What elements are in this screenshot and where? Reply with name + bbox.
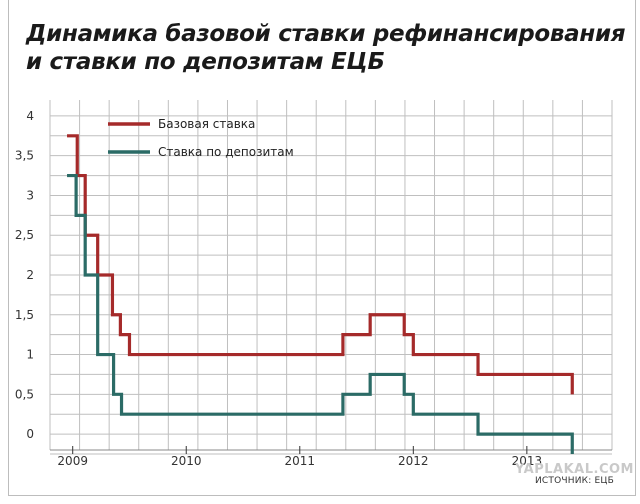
x-tick-label: 2011 (285, 454, 316, 468)
y-tick-label: 0,5 (15, 387, 34, 401)
series-line-deposit-rate (67, 173, 574, 454)
y-tick-label: 1 (26, 348, 34, 362)
y-tick-label: 1,5 (15, 308, 34, 322)
series-line-base-rate (67, 134, 574, 395)
watermark: YAPLAKAL.COM (515, 462, 634, 477)
chart-title: Динамика базовой ставки рефинансирования… (26, 20, 626, 76)
y-tick-label: 2 (26, 268, 34, 282)
y-tick-label: 4 (26, 109, 34, 123)
title-line-1: Динамика базовой ставки рефинансирования (26, 21, 626, 47)
x-tick-label: 2013 (512, 454, 543, 468)
y-tick-label: 3 (26, 188, 34, 202)
legend-label: Ставка по депозитам (158, 145, 294, 159)
y-tick-label: 3,5 (15, 149, 34, 163)
legend-label: Базовая ставка (158, 117, 255, 131)
y-tick-label: 2,5 (15, 228, 34, 242)
x-tick-label: 2012 (398, 454, 429, 468)
y-tick-label: 0 (26, 427, 34, 441)
title-line-2: и ставки по депозитам ЕЦБ (26, 49, 385, 75)
source-note: ИСТОЧНИК: ЕЦБ (535, 476, 614, 486)
x-tick-label: 2009 (57, 454, 88, 468)
chart-frame (8, 0, 636, 496)
x-tick-label: 2010 (171, 454, 202, 468)
